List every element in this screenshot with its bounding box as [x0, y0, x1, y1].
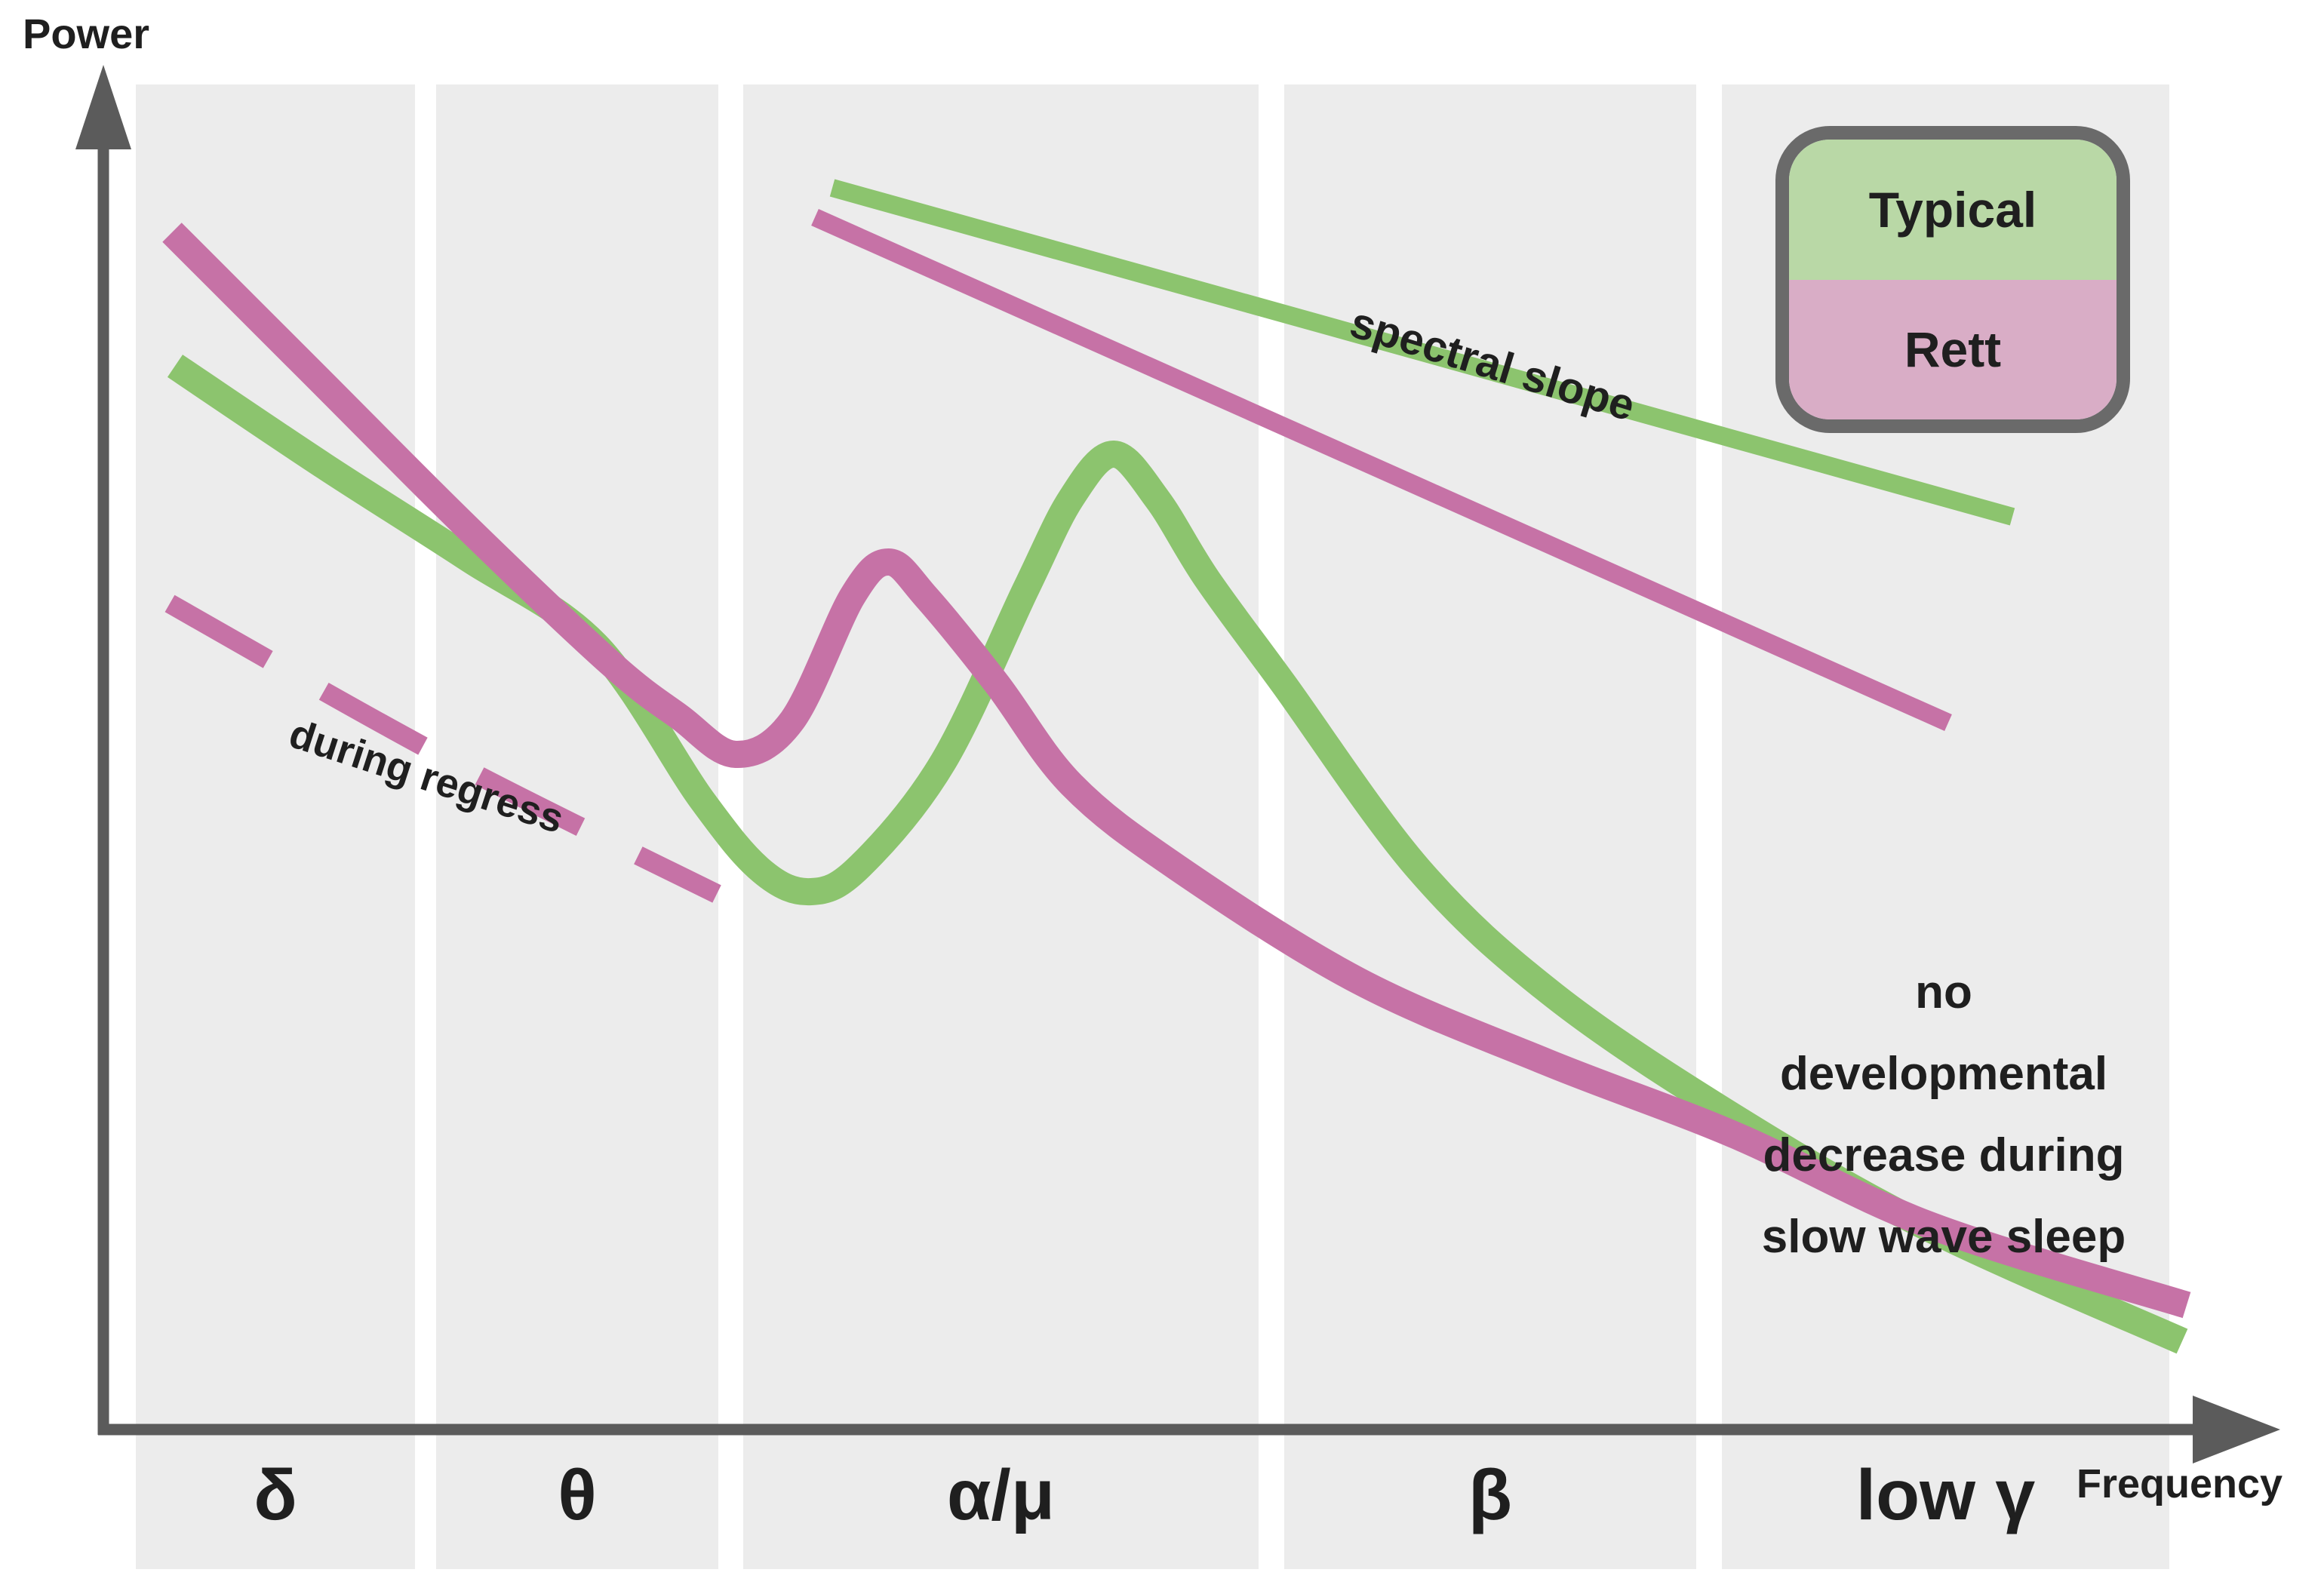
legend-item-typical: Typical: [1789, 140, 2116, 280]
annotation-line: slow wave sleep: [1761, 1211, 2126, 1263]
x-axis-label: Frequency: [2077, 1461, 2283, 1506]
typical-spectral-slope-line: [829, 179, 2015, 526]
y-axis-label: Power: [23, 10, 150, 57]
frequency-band-alpha-mu: α/μ: [743, 84, 1259, 1569]
annotation-line: decrease during: [1763, 1129, 2125, 1181]
legend-label-rett: Rett: [1904, 321, 2002, 378]
band-label-alpha-mu: α/μ: [947, 1455, 1055, 1535]
frequency-band-theta: θ: [436, 84, 718, 1569]
rett-spectral-slope-line: [811, 209, 1952, 731]
band-label-delta: δ: [254, 1455, 297, 1535]
annotation-line: developmental: [1779, 1048, 2108, 1100]
slow-wave-sleep-annotation: no developmental decrease during slow wa…: [1680, 952, 2208, 1278]
rett-power-curve: [162, 223, 2191, 1319]
legend: Typical Rett: [1775, 126, 2130, 433]
band-label-theta: θ: [558, 1455, 597, 1535]
legend-item-rett: Rett: [1789, 279, 2116, 419]
band-label-low-gamma: low γ: [1855, 1455, 2036, 1535]
x-axis-arrowhead-icon: [2193, 1396, 2280, 1463]
band-label-beta: β: [1468, 1455, 1512, 1535]
y-axis-arrowhead-icon: [75, 65, 131, 149]
rett-during-regress-dashed-curve: [164, 594, 721, 903]
legend-label-typical: Typical: [1868, 181, 2037, 238]
annotation-line: no: [1915, 966, 1972, 1018]
